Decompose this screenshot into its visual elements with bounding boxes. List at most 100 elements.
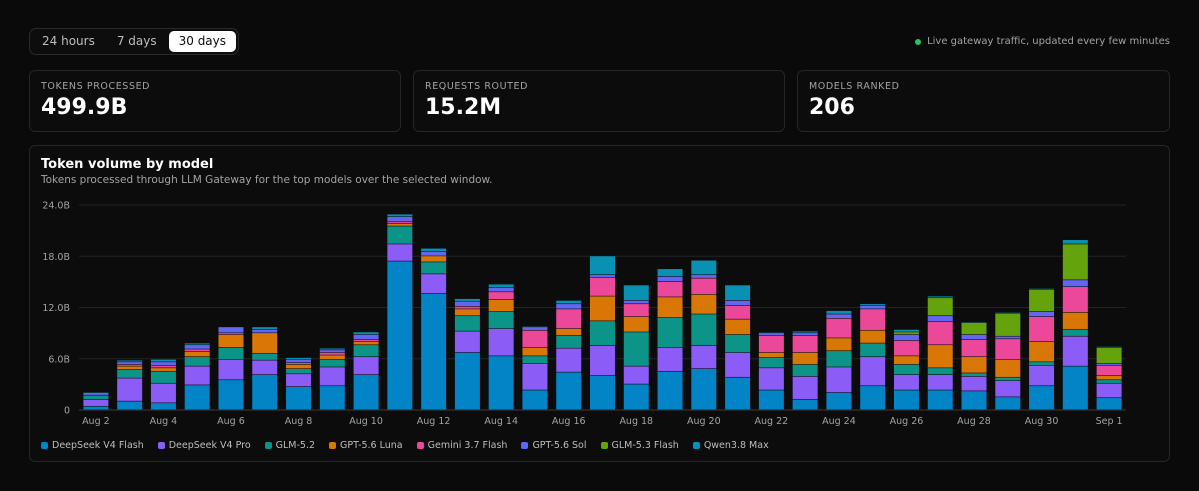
y-tick-label: 6.0B: [48, 354, 70, 365]
bar-segment: [725, 300, 751, 306]
bar-segment: [184, 343, 210, 345]
legend-swatch: [521, 442, 529, 449]
bar-segment: [792, 364, 818, 377]
bar-segment: [961, 339, 987, 357]
x-tick-label: Aug 4: [150, 416, 178, 427]
bar-segment: [961, 357, 987, 373]
bar-segment: [387, 244, 413, 261]
bar-segment: [353, 374, 379, 410]
legend-label: DeepSeek V4 Pro: [168, 440, 251, 451]
bar-segment: [758, 333, 784, 336]
time-range-toggle: 24 hours 7 days 30 days: [29, 28, 240, 55]
stat-card-requests: REQUESTS ROUTED 15.2M: [413, 70, 785, 132]
bar-segment: [1096, 380, 1122, 383]
bar-segment: [623, 300, 649, 304]
bar-segment: [1029, 289, 1055, 312]
bar-segment: [387, 216, 413, 222]
bar-segment: [792, 335, 818, 353]
bar-segment: [893, 340, 919, 356]
bar-segment: [454, 306, 480, 309]
bar-segment: [319, 348, 345, 350]
bar-segment: [961, 376, 987, 391]
bar-segment: [387, 222, 413, 224]
bar-segment: [590, 296, 615, 321]
bar-segment: [150, 371, 176, 383]
bar-segment: [995, 339, 1021, 360]
legend-item: GLM-5.3 Flash: [600, 440, 679, 451]
bar-segment: [387, 223, 413, 226]
bar-segment: [353, 357, 379, 375]
bar-segment: [556, 304, 582, 309]
live-status: Live gateway traffic, updated every few …: [915, 36, 1170, 47]
bar-segment: [623, 304, 649, 317]
bar-segment: [488, 311, 514, 329]
bar-segment: [995, 380, 1021, 397]
bar-segment: [961, 391, 987, 410]
bar-segment: [826, 318, 852, 338]
bar-segment: [150, 403, 176, 410]
bar-segment: [893, 334, 919, 341]
bar-segment: [725, 305, 751, 319]
legend-label: GLM-5.2: [275, 440, 316, 451]
bar-segment: [826, 367, 852, 393]
bar-segment: [556, 348, 582, 372]
bar-segment: [286, 386, 312, 410]
y-tick-label: 0: [64, 406, 70, 417]
bar-segment: [117, 378, 143, 401]
bar-segment: [83, 406, 109, 410]
bar-segment: [725, 285, 751, 301]
bar-segment: [590, 256, 615, 275]
legend-swatch: [600, 442, 608, 449]
bar-segment: [421, 262, 447, 274]
bar-segment: [927, 345, 953, 368]
bar-segment: [691, 260, 717, 275]
bar-segment: [218, 334, 244, 348]
bar-segment: [488, 292, 514, 300]
bar-segment: [1062, 329, 1088, 336]
bar-segment: [691, 278, 717, 295]
legend-item: Gemini 3.7 Flash: [416, 440, 507, 451]
bar-segment: [319, 386, 345, 410]
legend-item: GLM-5.2: [264, 440, 316, 451]
x-tick-label: Aug 6: [217, 416, 245, 427]
bar-segment: [725, 352, 751, 377]
bar-segment: [387, 214, 413, 217]
bar-segment: [1062, 366, 1088, 410]
bar-segment: [725, 377, 751, 410]
bar-segment: [725, 319, 751, 335]
bar-segment: [792, 399, 818, 410]
bar-segment: [792, 376, 818, 400]
legend-swatch: [157, 442, 165, 449]
bar-segment: [252, 374, 278, 410]
x-tick-label: Aug 10: [349, 416, 383, 427]
bar-segment: [488, 356, 514, 410]
bar-segment: [995, 359, 1021, 377]
stat-value: 206: [809, 95, 855, 120]
range-option-30-days[interactable]: 30 days: [168, 31, 237, 52]
x-tick-label: Aug 22: [755, 416, 789, 427]
chart-legend: DeepSeek V4 Flash DeepSeek V4 Pro GLM-5.2 G…: [41, 440, 769, 451]
legend-swatch: [41, 442, 48, 449]
bar-segment: [556, 309, 582, 329]
chart-card: Token volume by model Tokens processed t…: [29, 145, 1170, 462]
chart-title: Token volume by model: [41, 157, 214, 172]
bar-segment: [522, 363, 548, 390]
bar-segment: [353, 339, 379, 342]
range-option-24-hours[interactable]: 24 hours: [42, 34, 95, 48]
bar-segment: [286, 369, 312, 374]
legend-label: GPT-5.6 Luna: [340, 440, 403, 451]
bar-segment: [893, 332, 919, 335]
range-option-7-days[interactable]: 7 days: [116, 34, 157, 48]
x-tick-label: Aug 30: [1025, 416, 1059, 427]
bar-segment: [1029, 311, 1055, 317]
x-tick-label: Aug 16: [552, 416, 586, 427]
bar-segment: [1062, 336, 1088, 366]
legend-swatch: [264, 442, 272, 449]
bar-segment: [927, 368, 953, 375]
bar-segment: [522, 327, 548, 330]
bar-segment: [792, 352, 818, 365]
live-status-text: Live gateway traffic, updated every few …: [927, 36, 1170, 47]
bar-segment: [657, 317, 683, 348]
bar-segment: [117, 362, 143, 365]
bar-segment: [590, 275, 615, 278]
